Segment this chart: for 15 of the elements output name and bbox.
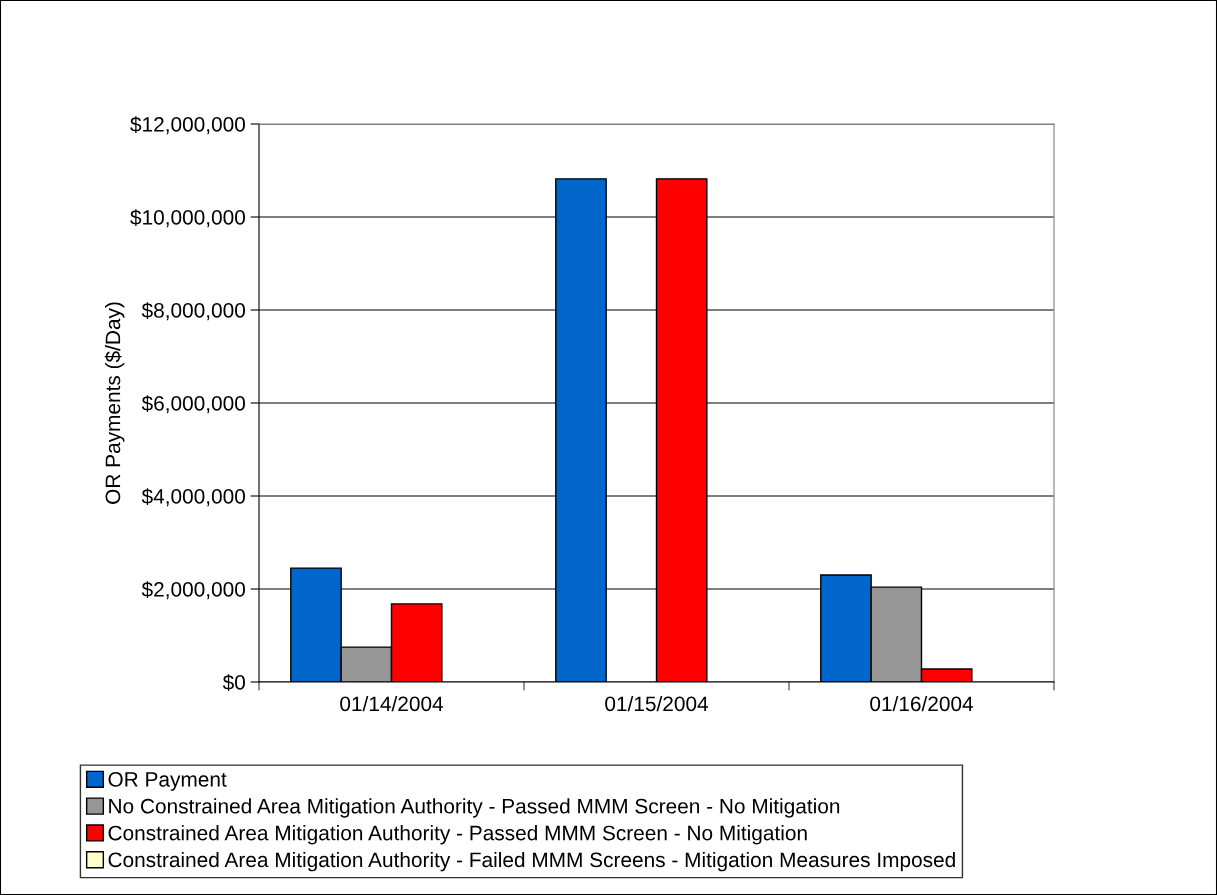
legend-label: Constrained Area Mitigation Authority - Passed MMM Screen - No Mitigation <box>108 825 807 845</box>
x-tick-label: 01/14/2004 <box>340 695 444 712</box>
legend-label: No Constrained Area Mitigation Authority - Passed MMM Screen - No Mitigation <box>109 798 840 818</box>
legend-label: Constrained Area Mitigation Authority - Failed MMM Screens - Mitigation Measures Imposed <box>108 851 955 872</box>
y-tick-label: $2,000,000 <box>141 581 245 600</box>
y-axis-title: OR Payments ($/Day) <box>104 302 125 504</box>
x-tick-label: 01/16/2004 <box>870 695 974 712</box>
x-tick-label: 01/15/2004 <box>605 695 709 712</box>
y-tick-label: $12,000,000 <box>130 116 245 135</box>
legend-label: OR Payment <box>108 771 227 791</box>
y-tick-label: $0 <box>222 674 245 691</box>
y-tick-label: $4,000,000 <box>141 488 245 507</box>
y-tick-label: $8,000,000 <box>141 302 245 321</box>
y-tick-label: $6,000,000 <box>141 395 245 414</box>
y-tick-label: $10,000,000 <box>130 209 245 228</box>
